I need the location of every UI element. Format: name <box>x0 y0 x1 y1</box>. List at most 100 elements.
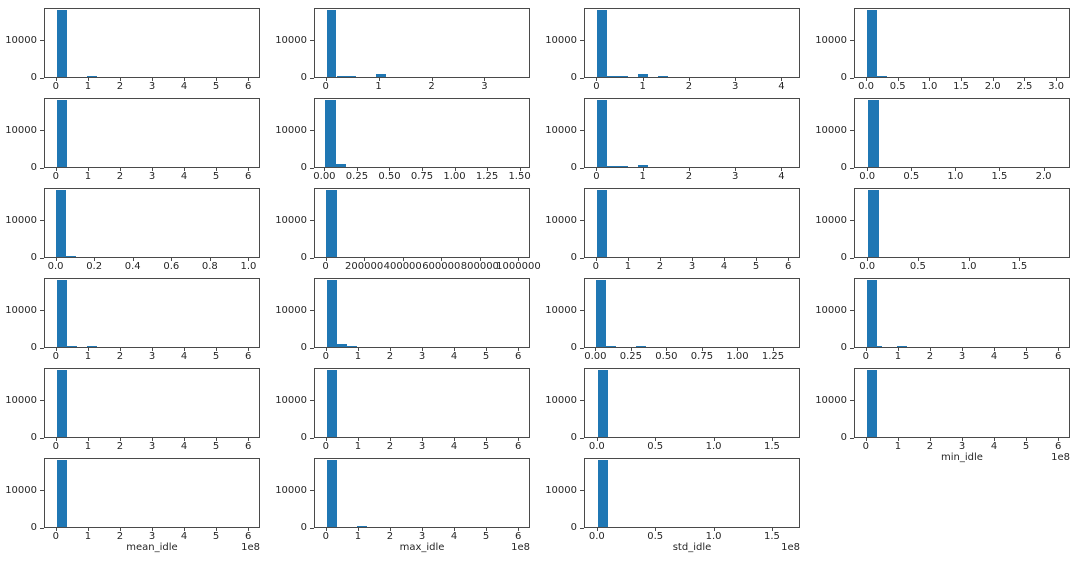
y-tick-mark <box>40 220 44 222</box>
x-tick-label: 0.5 <box>647 441 664 452</box>
x-tick-mark <box>389 168 391 171</box>
x-tick-mark <box>955 168 957 171</box>
y-tick-label: 10000 <box>545 34 577 46</box>
histogram-bar <box>596 190 607 257</box>
plot-column: 0.0 0.5 1.0 1.5 2.0 <box>854 98 1070 182</box>
histogram-bar <box>326 280 337 347</box>
y-tick-label: 0 <box>30 342 37 353</box>
y-tick-mark <box>40 167 44 169</box>
y-tick-label: 0 <box>30 432 37 443</box>
x-tick-label: 2 <box>428 81 435 92</box>
x-tick-mark <box>1058 438 1060 441</box>
x-tick-mark <box>486 438 488 441</box>
x-tick-label: 6 <box>244 81 252 92</box>
x-tick-label: 6 <box>244 351 252 362</box>
x-tick-mark <box>1026 348 1028 351</box>
x-tick-label: 0.0 <box>858 81 874 92</box>
plot-area <box>854 8 1070 78</box>
histogram-subplot-r3c2: 0 10000 0 200000 400000 600000 800000 1000000 <box>270 180 541 272</box>
x-tick-mark <box>487 168 489 171</box>
x-tick-label: 0.5 <box>909 261 926 272</box>
x-tick-mark <box>402 258 404 261</box>
x-tick-label: 0.25 <box>345 171 369 182</box>
plot-column: 0.0 0.5 1.0 1.5 std_idle 1e8 <box>584 458 800 554</box>
plot-area <box>44 8 260 78</box>
y-tick-mark <box>850 167 854 169</box>
histogram-bar <box>866 280 877 347</box>
x-tick-label: 4 <box>450 531 458 542</box>
x-tick-label: 6 <box>1054 441 1062 452</box>
histogram-subplot-r4c3: 0 10000 0.00 0.25 0.50 0.75 1.00 1.25 <box>540 270 810 362</box>
y-tick-label: 10000 <box>545 394 577 406</box>
x-tick-label: 4 <box>180 81 188 92</box>
x-axis: 0 1 2 3 4 5 6 <box>314 528 530 542</box>
x-tick-mark <box>248 168 250 171</box>
histogram-bar <box>866 370 877 437</box>
plot-area <box>854 368 1070 438</box>
y-tick-label: 0 <box>840 252 847 263</box>
histogram-subplot-r4c2: 0 10000 0 1 2 3 4 5 6 <box>270 270 540 362</box>
y-tick-mark <box>580 257 584 259</box>
x-tick-mark <box>994 438 996 441</box>
x-tick-mark <box>486 528 488 531</box>
histogram-bar <box>876 75 887 77</box>
y-tick-label: 10000 <box>815 394 847 406</box>
plot-area <box>314 278 530 348</box>
y-axis: 0 10000 <box>810 8 854 83</box>
x-tick-label: 2 <box>386 441 394 452</box>
y-tick-label: 10000 <box>815 214 847 226</box>
x-tick-label: 4 <box>180 171 188 182</box>
histogram-bar <box>336 344 348 347</box>
plot-area <box>314 8 530 78</box>
x-tick-label: 1.00 <box>726 351 749 362</box>
y-tick-mark <box>850 40 854 42</box>
x-tick-label: 2 <box>386 351 394 362</box>
x-tick-label: 0 <box>322 261 329 272</box>
x-tick-label: 0.00 <box>313 171 336 182</box>
y-tick-mark <box>40 40 44 42</box>
x-tick-label: 400000 <box>383 261 422 272</box>
x-tick-mark <box>378 78 380 81</box>
x-tick-mark <box>248 528 250 531</box>
x-tick-label: 1.5 <box>1011 261 1028 272</box>
plot-column: 0 1 2 3 4 <box>584 98 800 182</box>
x-tick-label: 4 <box>720 261 728 272</box>
y-tick-label: 0 <box>300 72 307 83</box>
x-label-row: max_idle 1e8 <box>314 542 530 554</box>
x-tick-label: 1.0 <box>240 261 257 272</box>
y-axis: 0 10000 <box>270 368 314 443</box>
x-tick-label: 200000 <box>345 261 384 272</box>
y-tick-label: 10000 <box>275 484 307 496</box>
plot-column: 0 200000 400000 600000 800000 1000000 <box>314 188 541 272</box>
x-tick-label: 1 <box>894 441 902 452</box>
x-tick-label: 0 <box>322 441 330 452</box>
y-tick-label: 10000 <box>815 34 847 46</box>
x-tick-mark <box>735 168 737 171</box>
histogram-bar <box>326 460 337 527</box>
x-tick-mark <box>518 528 520 531</box>
x-tick-mark <box>119 528 121 531</box>
histogram-subplot-r3c3: 0 10000 0 1 2 3 4 5 6 <box>540 180 810 272</box>
x-tick-label: 2 <box>926 351 934 362</box>
x-tick-label: 0.0 <box>588 531 605 542</box>
histogram-bar <box>66 346 78 347</box>
x-tick-mark <box>688 78 690 81</box>
x-tick-label: 1.0 <box>947 171 964 182</box>
x-tick-mark <box>655 438 657 441</box>
x-tick-mark <box>867 168 869 171</box>
x-axis: 0 1 2 3 4 5 6 <box>44 78 260 92</box>
y-tick-mark <box>580 347 584 349</box>
x-tick-mark <box>929 348 931 351</box>
x-tick-mark <box>701 348 703 351</box>
histogram-bar <box>66 255 76 257</box>
y-tick-mark <box>40 310 44 312</box>
x-tick-mark <box>422 438 423 441</box>
x-axis: 0.0 0.5 1.0 1.5 <box>584 528 800 542</box>
x-tick-label: 1.0 <box>960 261 977 272</box>
x-axis: 0 1 2 3 <box>314 78 530 92</box>
x-tick-label: 3 <box>418 531 426 542</box>
y-tick-label: 0 <box>570 162 577 173</box>
x-tick-label: 1.25 <box>761 351 785 362</box>
y-tick-mark <box>310 77 314 79</box>
y-tick-mark <box>850 310 854 312</box>
